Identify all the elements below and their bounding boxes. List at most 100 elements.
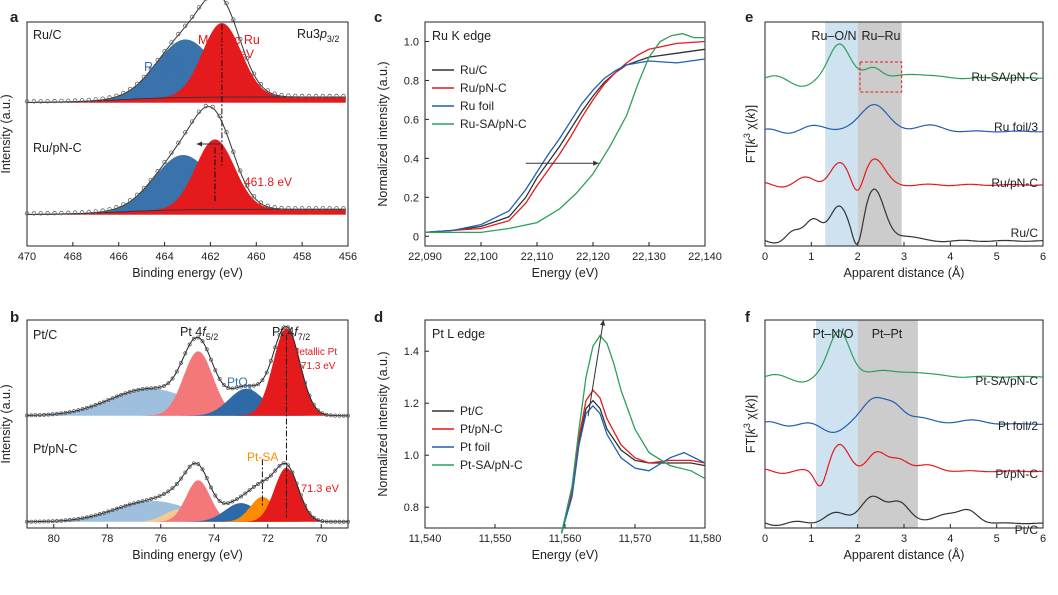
label-pt4f52-f: f (202, 325, 207, 339)
y-axis-label-k: k (744, 427, 758, 434)
data-point (251, 383, 256, 388)
x-tick-label: 462 (201, 251, 219, 263)
data-point (311, 402, 316, 407)
label-metallic-pt: Metallic Pt (291, 347, 337, 358)
peak-metallic-bottom (27, 139, 346, 215)
sample-label-top: Ru/C (33, 28, 61, 42)
data-point (183, 130, 188, 135)
panel-e: e 0 1 2 3 4 5 6 Apparent distance (Å) FT[k3 χ(k)]… (742, 9, 1046, 280)
label-metallic-ru: Metallic Ru (198, 33, 260, 47)
data-point (162, 48, 167, 54)
plot-frame (424, 21, 706, 247)
data-point (281, 325, 286, 330)
data-point (306, 206, 312, 211)
data-point (46, 519, 51, 524)
title-sub: 3/2 (327, 34, 340, 44)
sample-label-bottom: Pt/pN-C (33, 442, 77, 456)
x-tick-label: 22,090 (408, 251, 442, 263)
data-point (299, 93, 305, 99)
series-line-pt-pn-c (560, 389, 706, 534)
x-tick-label: 22,140 (688, 251, 722, 263)
data-point (106, 509, 111, 514)
data-point (38, 211, 43, 216)
data-point (293, 93, 298, 99)
data-point (311, 515, 316, 520)
data-point (238, 168, 243, 173)
data-point (25, 413, 29, 418)
x-tick-label: 2 (855, 251, 861, 263)
data-point (324, 412, 329, 417)
x-tick-label: 6 (1040, 251, 1046, 263)
label-pt4f52: Pt 4f5/2 (180, 325, 218, 342)
data-point (238, 37, 243, 42)
data-point (79, 210, 85, 215)
peak-pt52-top (27, 351, 348, 416)
data-point (277, 463, 282, 468)
x-tick-label: 11,550 (479, 533, 512, 545)
data-point (265, 203, 270, 209)
shell-region-1 (815, 320, 858, 528)
data-point (67, 410, 72, 414)
data-point (38, 99, 43, 104)
data-point (127, 86, 133, 92)
data-point (258, 200, 264, 205)
data-point (298, 493, 303, 498)
peak-metallic-top (27, 23, 346, 103)
data-point (169, 40, 174, 45)
data-point (279, 205, 284, 211)
data-point (52, 210, 57, 216)
x-tick-label: 22,110 (521, 251, 554, 263)
data-point (176, 140, 181, 146)
series-label: Ru/C (1011, 226, 1039, 240)
legend-label: Pt/C (460, 404, 484, 418)
data-point (183, 470, 188, 475)
peak-metallic-bottom (27, 467, 348, 522)
data-point (320, 519, 325, 524)
data-point (204, 347, 209, 352)
x-axis-label: Energy (eV) (532, 548, 599, 562)
data-point (226, 385, 231, 390)
y-axis-label-close: )] (744, 105, 758, 113)
background-top (27, 96, 346, 103)
x-tick-label: 1 (808, 251, 814, 263)
x-tick-label: 466 (110, 251, 128, 263)
legend-label: Ru/pN-C (460, 81, 507, 95)
data-point (210, 104, 215, 110)
data-point (55, 519, 59, 523)
data-point (200, 467, 205, 472)
data-point (59, 98, 64, 104)
data-point (55, 411, 59, 416)
series-line-ru-sa-pn-c (425, 33, 705, 234)
series-line-ru-pn-c (424, 40, 706, 234)
envelope-top (27, 325, 348, 417)
y-axis-label-sup: 3 (742, 423, 752, 428)
series-line-ru-c (424, 48, 706, 234)
x-tick-label: 2 (855, 533, 861, 545)
data-point (162, 383, 166, 388)
x-tick-label: 468 (64, 251, 82, 263)
data-point (63, 518, 68, 523)
data-point (231, 17, 236, 22)
legend-label: Ru/C (460, 63, 488, 77)
data-point (196, 109, 202, 115)
x-tick-label: 4 (947, 251, 953, 263)
data-point (170, 376, 175, 381)
x-tick-label: 460 (247, 251, 265, 263)
data-point (132, 388, 136, 393)
panel-letter: c (374, 9, 382, 26)
data-point (110, 396, 115, 401)
data-point (134, 192, 140, 198)
shell-region-2 (857, 320, 918, 528)
data-point (258, 82, 264, 87)
data-point (144, 498, 149, 503)
data-point (256, 482, 261, 486)
panel-b: 80 78 76 74 72 70 Binding energy (eV) b Intensit… (0, 309, 350, 562)
peak-delta-bottom (27, 155, 346, 215)
y-tick-label: 1.2 (404, 398, 419, 410)
y-axis-label: Intensity (a.u.) (0, 94, 13, 173)
panel-letter: e (745, 9, 753, 26)
series-label: Pt-SA/pN-C (975, 374, 1038, 388)
data-point (166, 489, 171, 494)
data-point (286, 206, 291, 211)
